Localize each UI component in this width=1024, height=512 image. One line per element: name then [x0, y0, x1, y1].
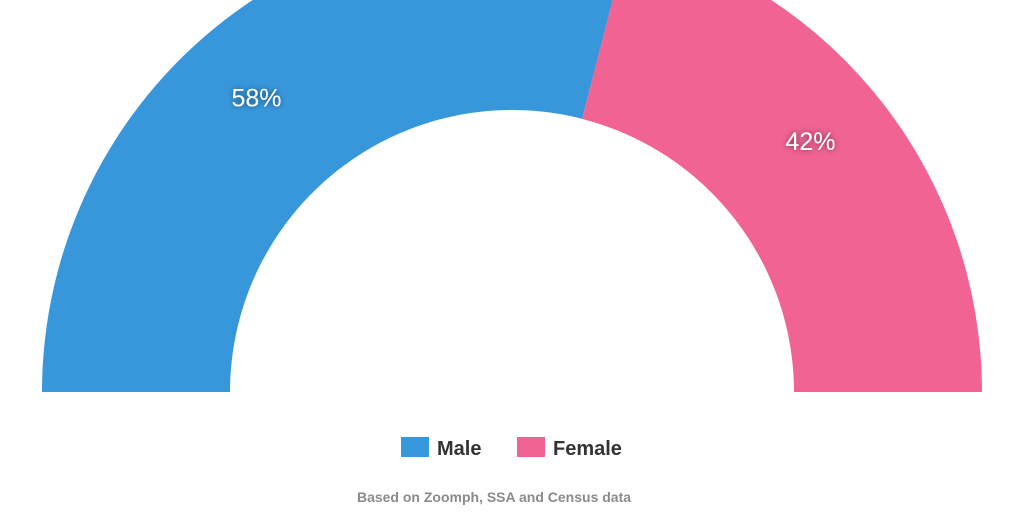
- source-caption: Based on Zoomph, SSA and Census data: [357, 489, 631, 505]
- slice-label-female: 42%: [785, 128, 835, 156]
- legend-swatch-male[interactable]: [401, 437, 429, 457]
- legend-label-female[interactable]: Female: [553, 438, 622, 460]
- legend-label-male[interactable]: Male: [437, 438, 481, 460]
- slices-group: [42, 0, 982, 392]
- slice-male[interactable]: [42, 0, 629, 392]
- slice-label-male: 58%: [231, 84, 281, 112]
- slice-female[interactable]: [582, 0, 982, 392]
- legend-swatch-female[interactable]: [517, 437, 545, 457]
- slice-labels-group: 58% 42%: [231, 84, 835, 156]
- legend: Male Female: [401, 437, 622, 460]
